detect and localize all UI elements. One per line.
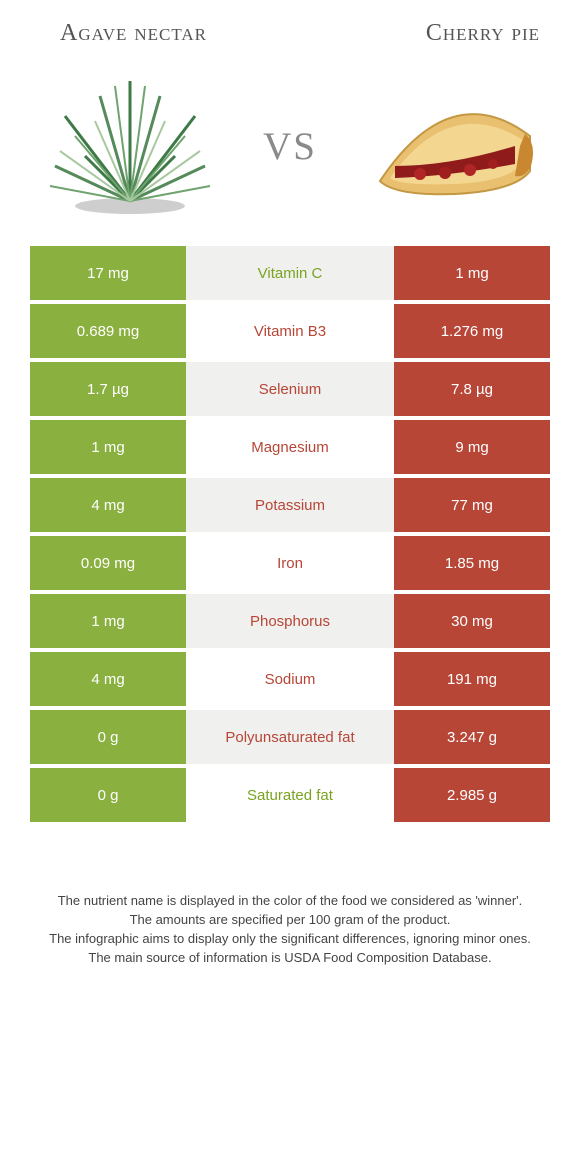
nutrient-label: Magnesium bbox=[186, 420, 394, 474]
vs-label: vs bbox=[263, 109, 317, 173]
value-right: 3.247 g bbox=[394, 710, 550, 764]
footnote-line: The main source of information is USDA F… bbox=[45, 949, 535, 968]
table-row: 0 gPolyunsaturated fat3.247 g bbox=[30, 710, 550, 764]
footnote-line: The amounts are specified per 100 gram o… bbox=[45, 911, 535, 930]
nutrient-label: Potassium bbox=[186, 478, 394, 532]
table-row: 1.7 µgSelenium7.8 µg bbox=[30, 362, 550, 416]
nutrient-label: Phosphorus bbox=[186, 594, 394, 648]
table-row: 17 mgVitamin C1 mg bbox=[30, 246, 550, 300]
value-right: 77 mg bbox=[394, 478, 550, 532]
table-row: 4 mgPotassium77 mg bbox=[30, 478, 550, 532]
value-left: 1.7 µg bbox=[30, 362, 186, 416]
table-row: 0.689 mgVitamin B31.276 mg bbox=[30, 304, 550, 358]
value-left: 4 mg bbox=[30, 652, 186, 706]
table-row: 1 mgPhosphorus30 mg bbox=[30, 594, 550, 648]
value-left: 1 mg bbox=[30, 594, 186, 648]
value-left: 0.09 mg bbox=[30, 536, 186, 590]
comparison-table: 17 mgVitamin C1 mg0.689 mgVitamin B31.27… bbox=[30, 246, 550, 822]
footnote-line: The infographic aims to display only the… bbox=[45, 930, 535, 949]
value-right: 1.276 mg bbox=[394, 304, 550, 358]
value-left: 4 mg bbox=[30, 478, 186, 532]
nutrient-label: Saturated fat bbox=[186, 768, 394, 822]
footnote-line: The nutrient name is displayed in the co… bbox=[45, 892, 535, 911]
footnote: The nutrient name is displayed in the co… bbox=[30, 892, 550, 967]
nutrient-label: Iron bbox=[186, 536, 394, 590]
header: Agave nectar Cherry pie bbox=[30, 20, 550, 56]
nutrient-label: Vitamin B3 bbox=[186, 304, 394, 358]
title-left: Agave nectar bbox=[40, 20, 265, 46]
value-right: 1.85 mg bbox=[394, 536, 550, 590]
table-row: 0 gSaturated fat2.985 g bbox=[30, 768, 550, 822]
value-left: 17 mg bbox=[30, 246, 186, 300]
nutrient-label: Polyunsaturated fat bbox=[186, 710, 394, 764]
value-right: 191 mg bbox=[394, 652, 550, 706]
nutrient-label: Selenium bbox=[186, 362, 394, 416]
images-row: vs bbox=[30, 66, 550, 216]
nutrient-label: Sodium bbox=[186, 652, 394, 706]
value-right: 1 mg bbox=[394, 246, 550, 300]
table-row: 4 mgSodium191 mg bbox=[30, 652, 550, 706]
agave-image bbox=[45, 66, 215, 216]
value-right: 9 mg bbox=[394, 420, 550, 474]
value-right: 2.985 g bbox=[394, 768, 550, 822]
value-left: 0 g bbox=[30, 768, 186, 822]
cherry-pie-image bbox=[365, 66, 535, 216]
table-row: 1 mgMagnesium9 mg bbox=[30, 420, 550, 474]
title-right: Cherry pie bbox=[315, 20, 540, 46]
table-row: 0.09 mgIron1.85 mg bbox=[30, 536, 550, 590]
value-left: 0.689 mg bbox=[30, 304, 186, 358]
value-right: 7.8 µg bbox=[394, 362, 550, 416]
value-right: 30 mg bbox=[394, 594, 550, 648]
nutrient-label: Vitamin C bbox=[186, 246, 394, 300]
value-left: 0 g bbox=[30, 710, 186, 764]
value-left: 1 mg bbox=[30, 420, 186, 474]
